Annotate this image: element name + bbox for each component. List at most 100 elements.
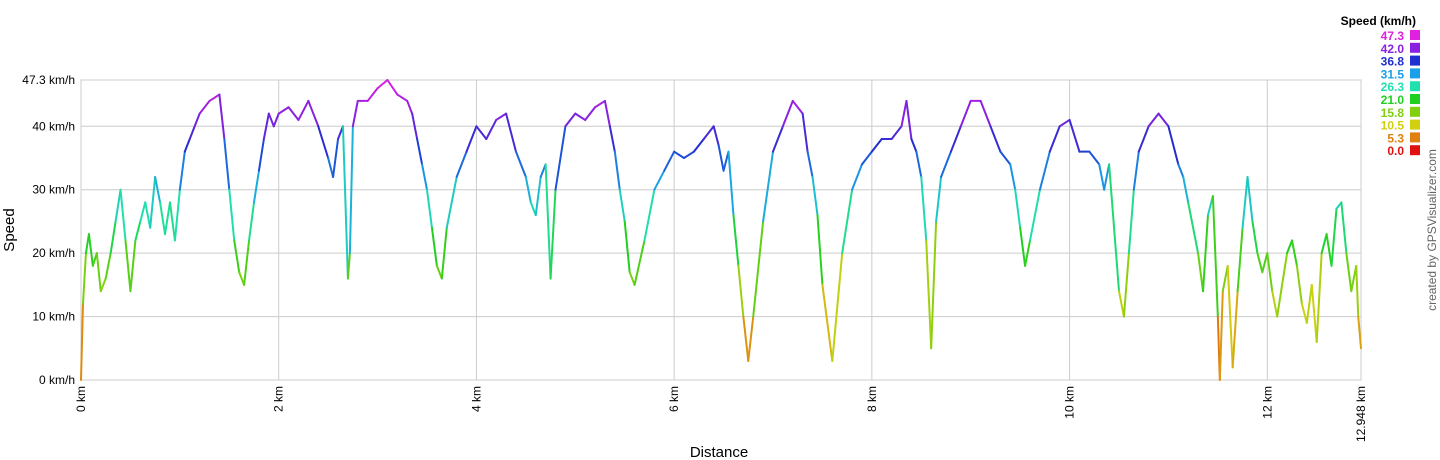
speed-segment: [1290, 239, 1298, 267]
x-axis-title: Distance: [690, 444, 748, 460]
speed-segment: [1019, 226, 1027, 267]
legend-swatch: [1410, 145, 1420, 156]
speed-segment: [416, 137, 424, 166]
speed-segment: [95, 252, 102, 293]
legend-value: 31.5: [1381, 67, 1405, 81]
speed-segment: [317, 125, 330, 160]
speed-segment: [411, 112, 419, 140]
x-tick-label: 12.948 km: [1354, 386, 1368, 442]
speed-segment: [1305, 283, 1313, 324]
speed-segment: [505, 112, 517, 153]
speed-segment: [1167, 125, 1180, 166]
speed-segment: [1068, 118, 1081, 153]
legend-value: 36.8: [1381, 55, 1405, 69]
legend-swatch: [1410, 42, 1420, 53]
speed-segment: [905, 99, 913, 140]
speed-segment: [421, 163, 428, 191]
speed-segment: [228, 188, 236, 242]
speed-segment: [1256, 252, 1264, 274]
legend-value: 47.3: [1381, 29, 1405, 43]
legend-value: 42.0: [1381, 42, 1405, 56]
speed-segment: [752, 220, 765, 318]
speed-segment: [623, 220, 631, 274]
speed-segment: [584, 106, 597, 121]
speed-segment: [348, 125, 354, 255]
x-tick-label: 6 km: [667, 386, 681, 412]
x-tick-label: 10 km: [1063, 386, 1077, 419]
legend-title: Speed (km/h): [1341, 14, 1416, 28]
speed-segment: [821, 283, 834, 362]
speed-segment: [252, 169, 260, 204]
speed-segment: [791, 99, 804, 115]
speed-segment: [248, 201, 255, 242]
speed-segment: [188, 125, 196, 140]
speed-segment: [1315, 252, 1323, 343]
speed-segment: [297, 99, 310, 121]
y-tick-label: 47.3 km/h: [22, 73, 75, 87]
legend-swatch: [1410, 132, 1420, 143]
speed-segment: [989, 125, 1002, 153]
speed-segment: [168, 201, 176, 242]
x-tick-label: 12 km: [1260, 386, 1274, 419]
speed-segment: [1014, 188, 1022, 229]
y-axis-title: Speed: [1, 208, 18, 251]
speed-segment: [811, 176, 819, 217]
speed-segment: [262, 112, 270, 140]
speed-segment: [554, 125, 567, 191]
speed-segment: [900, 99, 908, 128]
speed-segment: [332, 137, 340, 179]
speed-segment: [544, 163, 552, 280]
speed-segment: [1108, 163, 1120, 293]
speed-segment: [495, 112, 508, 121]
speed-segment: [1340, 201, 1348, 255]
speed-segment: [574, 112, 587, 121]
legend-value: 15.8: [1381, 106, 1405, 120]
speed-segment: [124, 239, 132, 293]
speed-segment: [1300, 302, 1308, 324]
legend-swatch: [1410, 30, 1420, 40]
speed-segment: [608, 125, 616, 153]
speed-segment: [440, 226, 448, 280]
speed-segment: [376, 79, 389, 90]
speed-segment: [307, 99, 320, 128]
speed-segment: [564, 112, 577, 128]
speed-segment: [154, 176, 162, 204]
speed-segment: [109, 220, 117, 255]
speed-segment: [618, 188, 626, 223]
speed-segment: [1325, 233, 1333, 267]
speed-segment: [1098, 163, 1106, 191]
speed-segment: [1187, 201, 1200, 255]
speed-segment: [613, 150, 621, 191]
speed-segment: [920, 176, 928, 242]
speed-segment: [81, 252, 87, 305]
speed-segment: [218, 93, 226, 140]
speed-segment: [435, 264, 443, 280]
speed-segment: [702, 125, 715, 140]
y-axis-tick-labels: 0 km/h 10 km/h 20 km/h 30 km/h 40 km/h 47.3 k…: [22, 73, 75, 387]
speed-segment: [1241, 176, 1249, 229]
speed-segment: [1231, 290, 1239, 369]
speed-segment: [737, 264, 745, 318]
speed-segment: [949, 125, 962, 153]
y-tick-label: 20 km/h: [32, 246, 75, 260]
speed-segment: [1266, 252, 1274, 293]
speed-segment: [1048, 125, 1061, 153]
legend-value: 0.0: [1387, 144, 1404, 158]
speed-segment: [1038, 150, 1051, 191]
speed-segment: [272, 112, 280, 128]
speed-segment: [1261, 252, 1269, 274]
speed-segment: [1202, 214, 1209, 293]
speed-segment: [925, 239, 933, 350]
speed-segment: [139, 201, 147, 223]
speed-segment: [1058, 118, 1071, 128]
speed-segment: [445, 176, 458, 229]
speed-segment: [781, 99, 794, 128]
legend-swatch: [1410, 119, 1420, 130]
speed-segment: [1127, 188, 1135, 255]
speed-segment: [1117, 290, 1125, 318]
speed-segment: [692, 137, 705, 153]
speed-segment: [851, 163, 863, 191]
speed-segment: [940, 150, 952, 179]
speed-segment: [1236, 226, 1244, 293]
speed-segment: [806, 150, 814, 179]
